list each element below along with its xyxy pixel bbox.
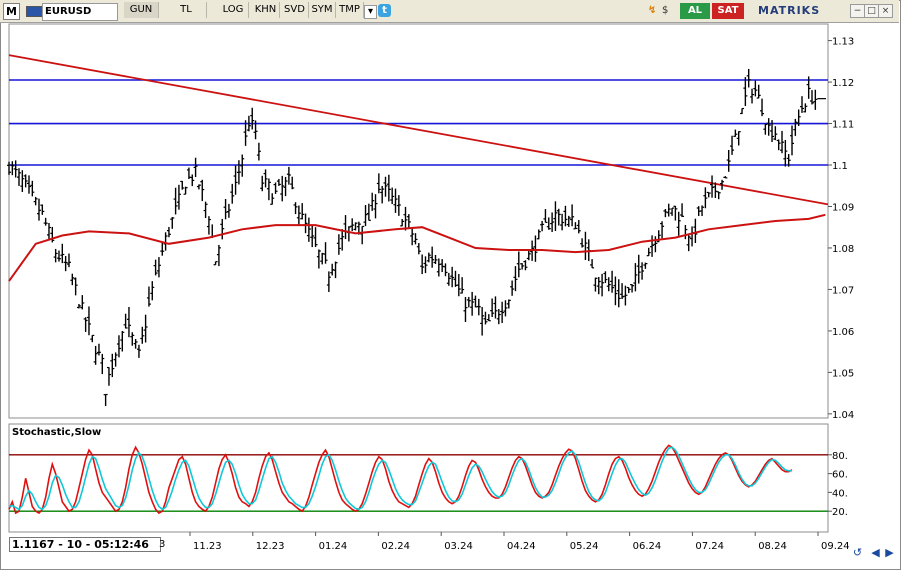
y-tick-label: 1.05 (832, 368, 854, 379)
y-tick-label: 1.1 (832, 161, 848, 172)
x-tick-label: 06.24 (633, 541, 662, 552)
lightning-icon[interactable]: ↯ (648, 5, 657, 16)
scroll-right-icon[interactable]: ▶ (885, 546, 894, 559)
y-tick-label: 1.08 (832, 244, 854, 255)
x-tick-label: 09.24 (821, 541, 850, 552)
scroll-left-icon[interactable]: ◀ (871, 546, 880, 559)
period-daily-button[interactable]: GUN (124, 2, 159, 18)
price-plot-area (8, 23, 829, 419)
svd-button[interactable]: SVD (281, 2, 309, 18)
y-tick-label: 1.07 (832, 285, 854, 296)
x-tick-label: 03.24 (444, 541, 473, 552)
x-tick-label: 02.24 (381, 541, 410, 552)
y-tick-label: 1.12 (832, 78, 854, 89)
stoch-k-line (8, 444, 793, 515)
y-tick-label: 1.13 (832, 37, 854, 48)
matriks-logo-icon[interactable]: M (3, 3, 20, 20)
buy-button[interactable]: AL (680, 3, 710, 19)
currency-flag-icon (26, 6, 42, 17)
y-tick-label: 1.11 (832, 120, 854, 131)
date-axis: 11.23 12.23 01.24 02.24 03.24 04.24 05.24 06.24… (189, 532, 850, 552)
stoch-tick-label: 80. (832, 451, 848, 462)
dollar-icon[interactable]: $ (662, 5, 669, 16)
y-tick-label: 1.09 (832, 202, 854, 213)
refresh-icon[interactable]: ↺ (852, 546, 863, 559)
log-scale-button[interactable]: LOG (218, 2, 249, 18)
twitter-icon[interactable]: t (378, 4, 391, 17)
moving-average-line (8, 213, 826, 282)
price-chart: 1.04 1.05 1.06 1.07 1.08 1.09 1.1 1.11 1.12 1.13 (7, 23, 854, 421)
stoch-d-line (8, 446, 792, 511)
x-cut-label: 3 (159, 539, 166, 550)
symbol-field[interactable]: EURUSD (42, 3, 118, 21)
stoch-tick-label: 20. (832, 507, 848, 518)
stoch-tick-label: 40. (832, 488, 848, 499)
x-tick-label: 04.24 (507, 541, 536, 552)
stochastic-chart: 20. 40. 60. 80. (8, 423, 848, 533)
template-button[interactable]: TMP (336, 2, 364, 18)
x-tick-label: 01.24 (319, 541, 348, 552)
close-icon[interactable]: × (878, 4, 893, 18)
sym-button[interactable]: SYM (309, 2, 336, 18)
stoch-tick-label: 60. (832, 470, 848, 481)
khn-button[interactable]: KHN (252, 2, 280, 18)
sell-button[interactable]: SAT (712, 3, 744, 19)
x-tick-label: 08.24 (758, 541, 787, 552)
x-tick-label: 07.24 (695, 541, 724, 552)
x-tick-label: 05.24 (570, 541, 599, 552)
x-tick-label: 12.23 (256, 541, 285, 552)
y-tick-label: 1.06 (832, 327, 854, 338)
stochastic-plot-area (8, 423, 829, 533)
x-tick-label: 11.23 (193, 541, 222, 552)
y-tick-label: 1.04 (832, 410, 854, 421)
brand-logo: MATRIKS (758, 4, 821, 17)
stochastic-title: Stochastic,Slow (12, 427, 101, 438)
trendline (8, 54, 829, 206)
currency-tl-button[interactable]: TL (166, 2, 207, 18)
template-dropdown-icon[interactable]: ▾ (364, 5, 377, 19)
toolbar: M EURUSD GUN TL LOG KHN SVD SYM TMP ▾ t … (0, 0, 899, 23)
price-readout: 1.1167 - 10 - 05:12:46 (9, 537, 161, 552)
